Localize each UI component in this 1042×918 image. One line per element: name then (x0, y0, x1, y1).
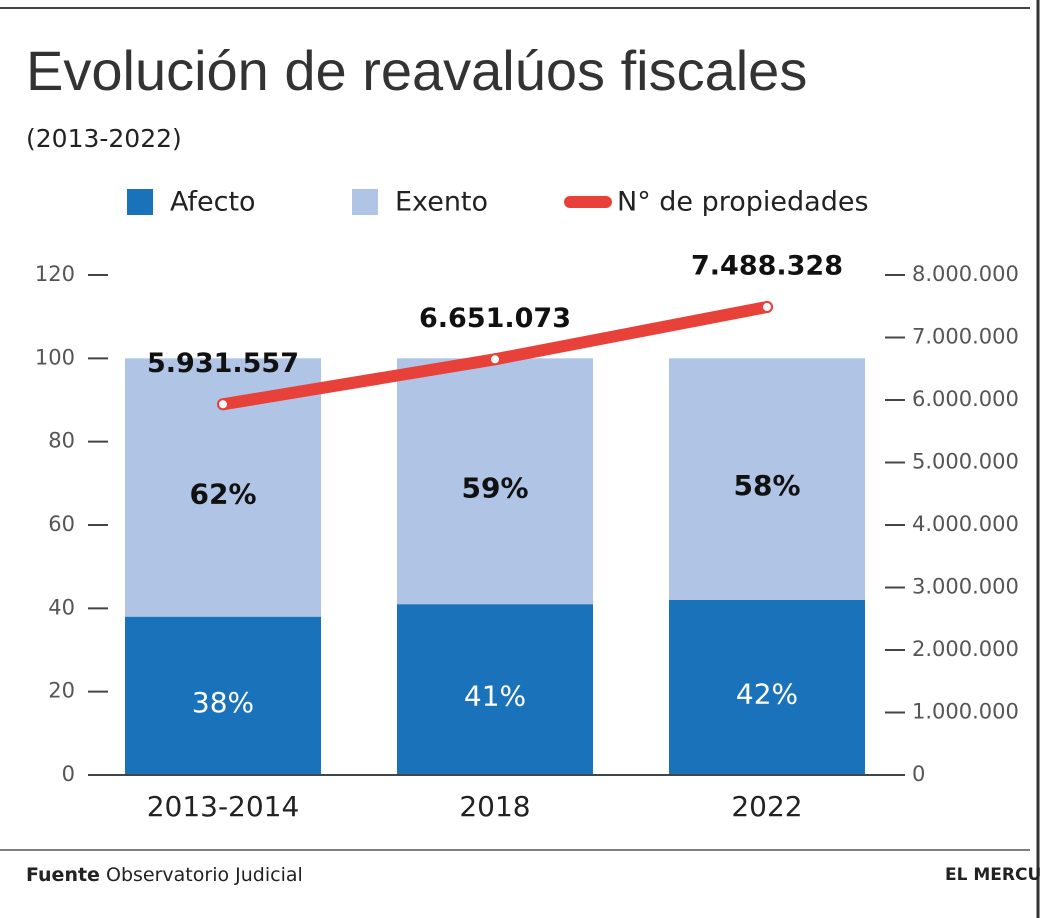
x-tick-label: 2022 (731, 790, 802, 823)
line-point (489, 353, 501, 366)
x-tick-label: 2018 (459, 790, 530, 823)
value-label: 59% (461, 471, 528, 504)
line-value-label: 7.488.328 (691, 250, 843, 281)
source: Observatorio Judicial (106, 864, 303, 886)
source-line: Fuente Observatorio Judicial (26, 864, 303, 886)
y-tick-label: 100 (35, 345, 75, 369)
y2-tick-label: 4.000.000 (912, 512, 1019, 536)
legend-swatch (127, 189, 153, 215)
line-value-label: 6.651.073 (419, 303, 571, 334)
credit: EL MERCURIO (945, 865, 1042, 885)
y2-tick-label: 0 (912, 762, 925, 786)
chart-subtitle: (2013-2022) (26, 124, 182, 153)
y-tick-label: 60 (48, 512, 75, 536)
y2-tick-label: 1.000.000 (912, 700, 1019, 724)
bar-segment (669, 358, 865, 600)
value-label: 58% (733, 469, 800, 502)
line-point (761, 300, 773, 313)
legend-label: N° de propiedades (617, 187, 869, 218)
y-tick-label: 0 (62, 762, 75, 786)
legend-swatch (352, 189, 378, 215)
y2-tick-label: 2.000.000 (912, 637, 1019, 661)
bar-segment (669, 600, 865, 775)
source-label: Fuente (26, 864, 100, 886)
y2-tick-label: 7.000.000 (912, 325, 1019, 349)
bar-segment (125, 616, 321, 775)
x-tick-label: 2013-2014 (147, 790, 300, 823)
y2-tick-label: 3.000.000 (912, 575, 1019, 599)
legend-label: Exento (395, 187, 488, 218)
line-point (217, 398, 229, 411)
y2-tick-label: 5.000.000 (912, 450, 1019, 474)
y-tick-label: 80 (48, 429, 75, 453)
bar-segment (397, 604, 593, 775)
chart-title: Evolución de reavalúos fiscales (26, 39, 807, 102)
value-label: 41% (464, 680, 526, 713)
value-label: 42% (736, 678, 798, 711)
bar-segment (397, 358, 593, 605)
value-label: 38% (192, 686, 254, 719)
line-value-label: 5.931.557 (147, 348, 299, 379)
y-tick-label: 20 (48, 679, 75, 703)
y-tick-label: 120 (35, 262, 75, 286)
y-tick-label: 40 (48, 595, 75, 619)
y2-tick-label: 6.000.000 (912, 387, 1019, 411)
y2-tick-label: 8.000.000 (912, 262, 1019, 286)
value-label: 62% (189, 478, 256, 511)
legend-label: Afecto (170, 187, 256, 218)
